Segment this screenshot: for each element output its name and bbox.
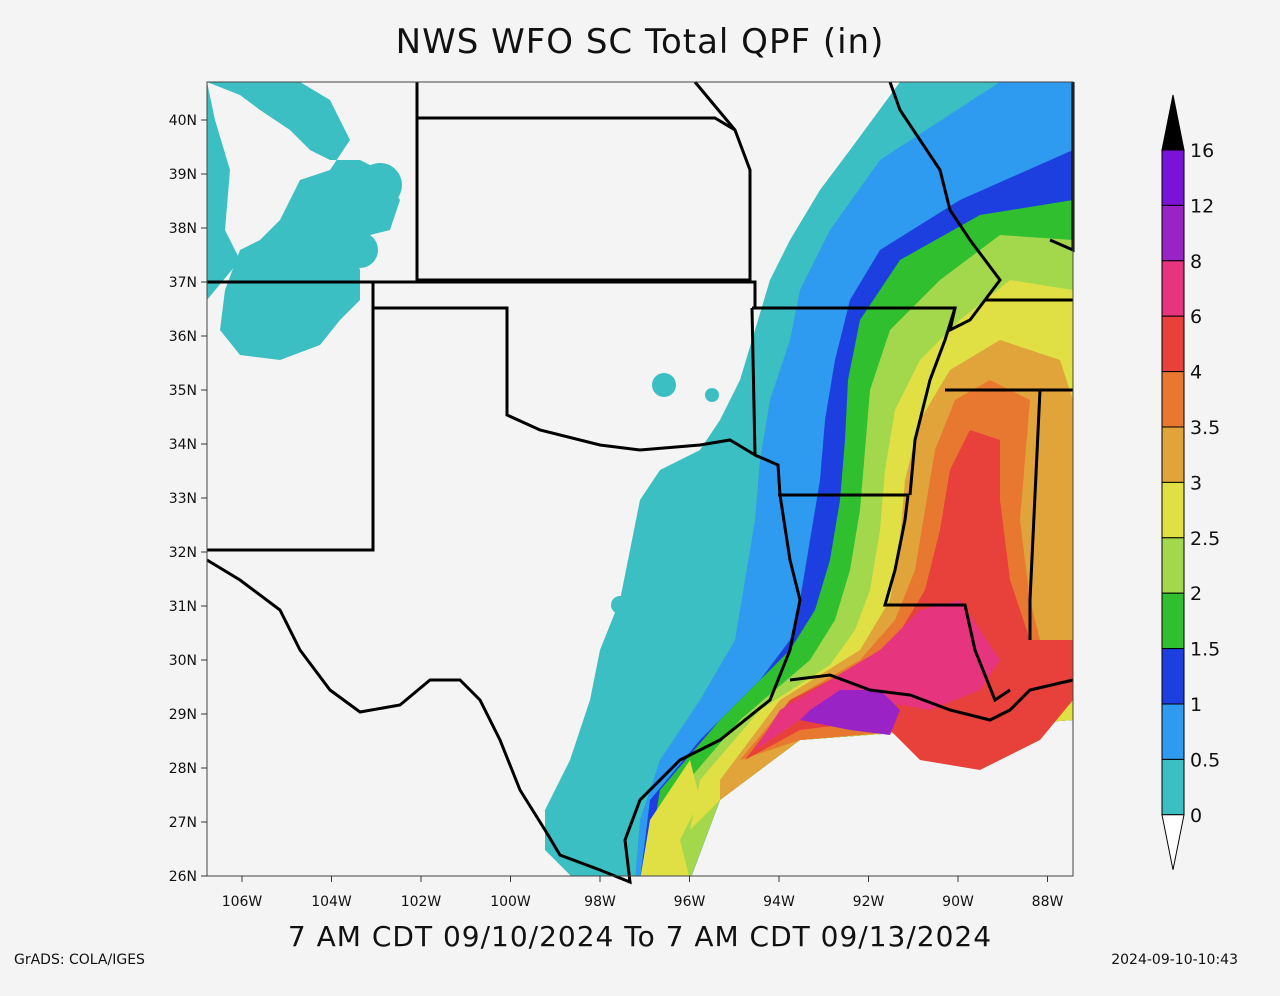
lat-label: 35N [169, 383, 197, 399]
lat-label: 28N [169, 761, 197, 777]
precip-area-colorado [207, 82, 400, 360]
colorbar-segment [1161, 204, 1185, 262]
colorbar-segment [1161, 758, 1185, 816]
colorbar-label: 12 [1190, 195, 1214, 217]
colorbar-label: 6 [1190, 306, 1202, 328]
colorbar: 0 0.5 1 1.5 2 2.5 3 3.5 4 6 8 12 16 [1161, 94, 1220, 870]
lat-label: 36N [169, 329, 197, 345]
precip-8-12 [800, 690, 900, 735]
boundary-louisiana [778, 493, 1011, 703]
boundary-nm [207, 280, 375, 552]
lon-label: 92W [853, 894, 885, 910]
lat-label: 32N [169, 545, 197, 561]
state-boundaries [206, 81, 1075, 885]
credit-label: GrADS: COLA/IGES [14, 952, 145, 968]
colorbar-segment [1161, 149, 1185, 206]
colorbar-segment [1161, 648, 1185, 705]
lon-label: 96W [674, 894, 706, 910]
precip-gulf-strip [640, 760, 700, 876]
colorbar-label: 3.5 [1190, 417, 1220, 439]
precip-blob [358, 163, 402, 207]
lat-label: 30N [169, 653, 197, 669]
colorbar-segment [1161, 537, 1185, 594]
colorbar-segment [1161, 315, 1185, 373]
map-frame [206, 81, 1074, 877]
lon-label: 106W [222, 894, 263, 910]
colorbar-label: 4 [1190, 362, 1202, 384]
lon-label: 104W [311, 894, 352, 910]
colorbar-label: 2 [1190, 583, 1202, 605]
boundary-texas [206, 453, 802, 885]
precip-area-colorado-west [207, 82, 240, 300]
lon-label: 90W [942, 894, 974, 910]
latitude-axis: 40N 39N 38N 37N 36N 35N 34N 33N 32N 31N 30N 29N 28N 2… [169, 113, 207, 885]
lon-label: 98W [584, 894, 616, 910]
lat-label: 33N [169, 491, 197, 507]
lon-label: 102W [401, 894, 442, 910]
colorbar-label: 16 [1190, 140, 1214, 162]
colorbar-segment [1161, 481, 1185, 539]
colorbar-top-arrow [1161, 94, 1185, 151]
colorbar-segment [1161, 703, 1185, 760]
map-title: NWS WFO SC Total QPF (in) [395, 22, 885, 62]
colorbar-label: 3 [1190, 472, 1202, 494]
lat-label: 38N [169, 221, 197, 237]
lat-label: 40N [169, 113, 197, 129]
lat-label: 34N [169, 437, 197, 453]
lon-label: 94W [763, 894, 795, 910]
lon-label: 100W [490, 894, 531, 910]
boundary-oklahoma [373, 306, 757, 458]
boundary-gulf-coast [789, 673, 1074, 722]
boundary-ms-al [1028, 389, 1042, 640]
colorbar-segment [1161, 592, 1185, 650]
colorbar-label: 1.5 [1190, 639, 1220, 661]
boundary-ar-north [752, 298, 1073, 333]
colorbar-segment [1161, 371, 1185, 428]
precip-blob [342, 232, 378, 268]
boundary-ok-panhandle [373, 280, 757, 308]
precip-blob [652, 373, 676, 397]
colorbar-label: 2.5 [1190, 528, 1220, 550]
colorbar-label: 0.5 [1190, 749, 1220, 771]
lat-label: 29N [169, 707, 197, 723]
timestamp: 2024-09-10-10:43 [1111, 952, 1238, 968]
lat-label: 39N [169, 167, 197, 183]
lat-label: 27N [169, 815, 197, 831]
boundary-miss-river [908, 307, 957, 496]
longitude-axis: 106W 104W 102W 100W 98W 96W 94W 92W 90W 88W [222, 876, 1064, 910]
lat-label: 37N [169, 275, 197, 291]
valid-period: 7 AM CDT 09/10/2024 To 7 AM CDT 09/13/20… [287, 920, 993, 953]
boundary-kansas [415, 82, 752, 282]
lat-label: 26N [169, 869, 197, 885]
colorbar-label: 1 [1190, 694, 1202, 716]
colorbar-segment [1161, 426, 1185, 483]
colorbar-label: 8 [1190, 251, 1202, 273]
colorbar-bottom-arrow [1161, 814, 1185, 870]
lon-label: 88W [1032, 894, 1064, 910]
colorbar-label: 0 [1190, 805, 1202, 827]
colorbar-segment [1161, 260, 1185, 317]
boundary-missouri [693, 81, 1002, 301]
precip-blob [705, 388, 719, 402]
lat-label: 31N [169, 599, 197, 615]
